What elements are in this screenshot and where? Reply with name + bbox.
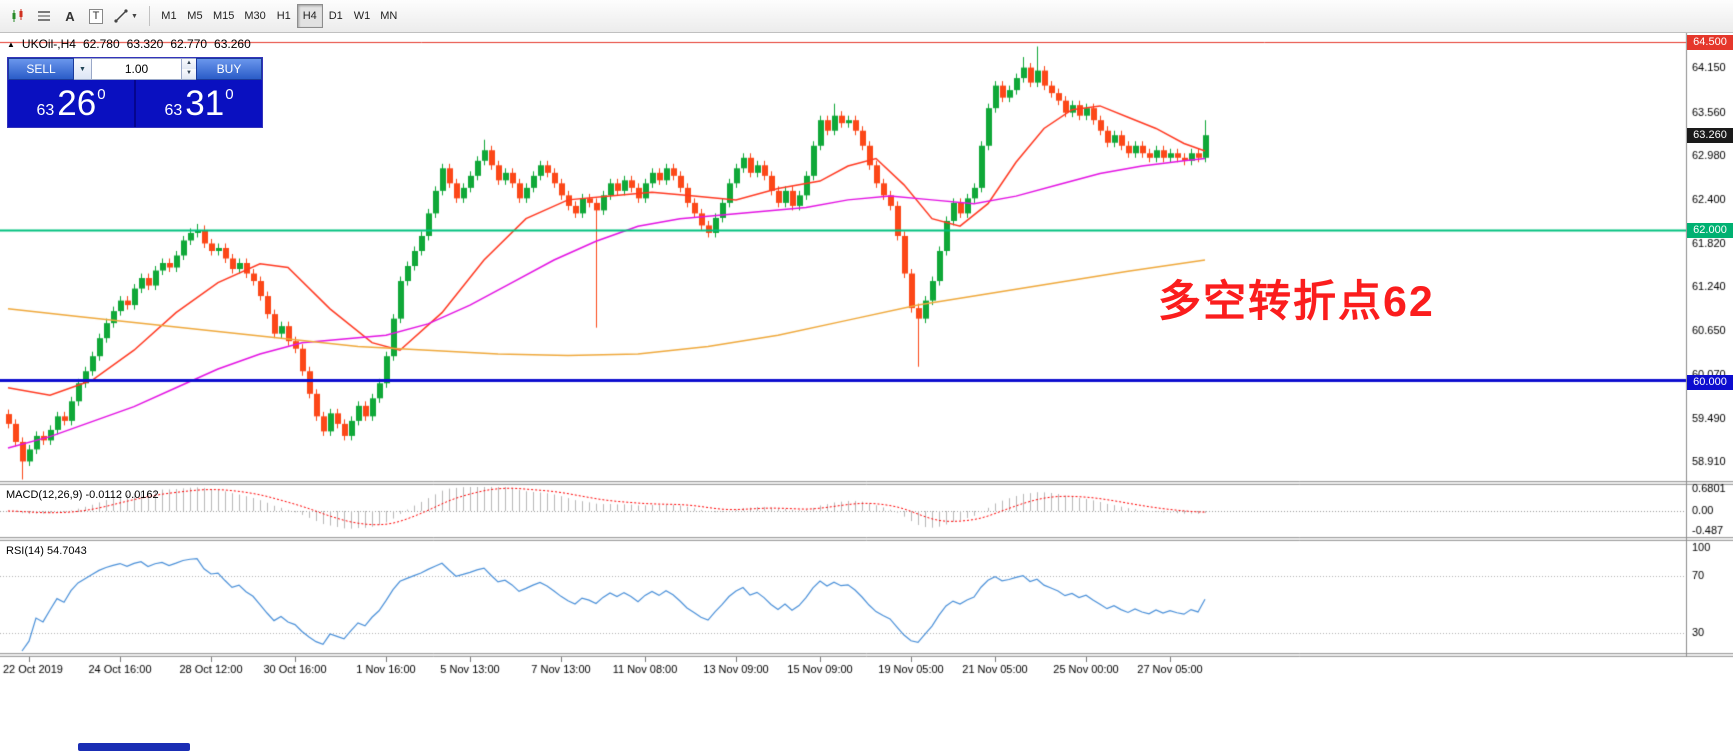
- ask-point: 0: [225, 86, 234, 103]
- drawing-tools-icon[interactable]: ▼: [109, 4, 143, 28]
- dropdown-caret-icon: ▼: [131, 12, 138, 20]
- main-toolbar: A T ▼ M1 M5 M15 M30 H1 H4 D1 W1 MN: [0, 0, 1733, 33]
- ask-big-figure: 63: [164, 102, 183, 119]
- bid-big-figure: 63: [36, 102, 55, 119]
- price-badge-current: 63.260: [1687, 128, 1733, 143]
- text-box-glyph: T: [88, 8, 104, 24]
- sell-button[interactable]: SELL: [8, 58, 74, 80]
- ask-pips: 31: [185, 84, 225, 123]
- ask-price-display[interactable]: 63 31 0: [134, 80, 262, 127]
- symbol-marker-icon: ▲: [7, 39, 15, 49]
- chart-canvas[interactable]: [0, 33, 1733, 678]
- chart-text-annotation: 多空转折点62: [1158, 278, 1435, 326]
- timeframe-h4[interactable]: H4: [296, 4, 323, 28]
- bid-point: 0: [97, 86, 106, 103]
- text-label-glyph: A: [65, 8, 75, 24]
- timeframe-w1[interactable]: W1: [349, 4, 376, 28]
- window-edge-fragment: [78, 743, 190, 751]
- text-label-icon[interactable]: A: [57, 4, 83, 28]
- candlestick-chart-icon[interactable]: [5, 4, 31, 28]
- buy-button[interactable]: BUY: [196, 58, 262, 80]
- high-value: 63.320: [126, 37, 164, 51]
- timeframe-m30[interactable]: M30: [239, 4, 270, 28]
- lot-size-input[interactable]: [92, 58, 181, 80]
- price-badge-resistance: 64.500: [1687, 35, 1733, 50]
- lot-decrease-button[interactable]: ▼: [182, 69, 196, 79]
- timeframe-m1[interactable]: M1: [156, 4, 182, 28]
- open-value: 62.780: [82, 37, 120, 51]
- lot-increase-button[interactable]: ▲: [182, 59, 196, 69]
- close-value: 63.260: [214, 37, 251, 51]
- price-badge-pivot: 62.000: [1687, 223, 1733, 238]
- bid-pips: 26: [57, 84, 97, 123]
- lot-dropdown-button[interactable]: ▼: [74, 58, 92, 80]
- text-box-icon[interactable]: T: [83, 4, 109, 28]
- timeframe-h1[interactable]: H1: [271, 4, 297, 28]
- chart-region: ▲ UKOil-,H4 62.780 63.320 62.770 63.260 …: [0, 33, 1733, 678]
- rsi-indicator-label: RSI(14) 54.7043: [6, 545, 87, 557]
- lot-stepper: ▲ ▼: [181, 58, 196, 80]
- ohlc-header: ▲ UKOil-,H4 62.780 63.320 62.770 63.260: [7, 37, 251, 51]
- timeframe-mn[interactable]: MN: [375, 4, 402, 28]
- timeframe-m15[interactable]: M15: [208, 4, 239, 28]
- indicator-window-icon[interactable]: [31, 4, 57, 28]
- one-click-trading-panel: SELL ▼ ▲ ▼ BUY 63 26 0 63 31 0: [7, 57, 263, 128]
- toolbar-separator: [148, 6, 150, 26]
- symbol-period-label: UKOil-,H4: [21, 37, 76, 51]
- low-value: 62.770: [170, 37, 208, 51]
- price-badge-support: 60.000: [1687, 375, 1733, 390]
- macd-indicator-label: MACD(12,26,9) -0.0112 0.0162: [6, 489, 159, 501]
- bid-price-display[interactable]: 63 26 0: [8, 80, 134, 127]
- bottom-strip: [0, 678, 1733, 751]
- timeframe-d1[interactable]: D1: [323, 4, 349, 28]
- timeframe-m5[interactable]: M5: [182, 4, 208, 28]
